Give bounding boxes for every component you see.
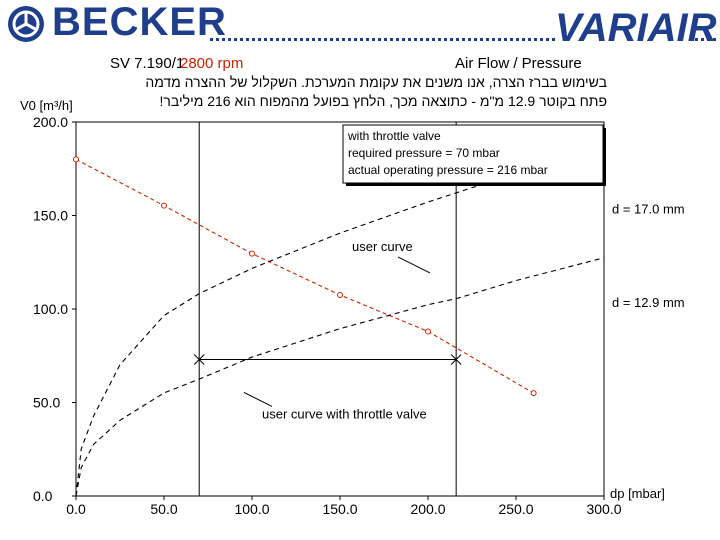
x-tick-label: 250.0 bbox=[498, 501, 533, 517]
annotation-user-curve: user curve bbox=[352, 239, 413, 254]
info-box-line-3: actual operating pressure = 216 mbar bbox=[348, 163, 548, 177]
annotation-throttle-curve: user curve with throttle valve bbox=[262, 406, 427, 421]
brand-left: BECKER bbox=[52, 0, 227, 44]
x-tick-label: 0.0 bbox=[66, 501, 86, 517]
x-tick-label: 200.0 bbox=[410, 501, 445, 517]
info-box bbox=[342, 124, 604, 184]
series-0-line bbox=[75, 158, 534, 394]
y-tick-label: 100.0 bbox=[33, 301, 68, 317]
info-box-shadow bbox=[346, 183, 606, 186]
x-tick-label: 100.0 bbox=[234, 501, 269, 517]
series-0-point bbox=[161, 202, 167, 209]
series-0-point bbox=[530, 390, 537, 397]
y-tick-label: 0.0 bbox=[33, 488, 53, 504]
annotation-user-curve-pointer bbox=[397, 256, 431, 274]
info-box-line-1: with throttle valve bbox=[347, 129, 441, 143]
intersection-marker bbox=[450, 354, 462, 365]
brand-right: VARIAIR bbox=[555, 6, 717, 50]
hebrew-line-2: פתח בקוטר 12.9 מ"מ - כתוצאה מכך, הלחץ בפ… bbox=[159, 93, 607, 109]
y-tick-label: 150.0 bbox=[33, 208, 68, 224]
annotation-d-17: d = 17.0 mm bbox=[612, 202, 685, 217]
x-tick-label: 300.0 bbox=[586, 501, 621, 517]
dotted-divider bbox=[210, 38, 555, 41]
dotted-divider-right bbox=[690, 38, 716, 41]
y-tick-label: 200.0 bbox=[33, 114, 68, 130]
y-axis-label: V0 [m³/h] bbox=[20, 98, 73, 113]
series-1-line bbox=[75, 147, 605, 497]
x-tick-label: 50.0 bbox=[150, 501, 177, 517]
x-axis-label: dp [mbar] bbox=[610, 486, 665, 501]
becker-logo-icon bbox=[8, 6, 44, 42]
header: BECKER VARIAIR bbox=[0, 0, 720, 52]
series-0-point bbox=[425, 328, 431, 335]
annotation-throttle-curve-pointer bbox=[243, 392, 273, 407]
series-2-line bbox=[75, 257, 605, 497]
chart-type-title: Air Flow / Pressure bbox=[455, 55, 582, 72]
hebrew-line-1: בשימוש בברז הצרה, אנו משנים את עקומת המע… bbox=[145, 74, 607, 90]
info-box-shadow bbox=[603, 128, 606, 186]
series-0-point bbox=[249, 250, 255, 257]
model-label: SV 7.190/1 bbox=[110, 55, 185, 72]
info-box-line-2: required pressure = 70 mbar bbox=[348, 146, 500, 160]
series-0-point bbox=[73, 156, 79, 163]
intersection-marker bbox=[193, 354, 205, 365]
annotation-d-12-9: d = 12.9 mm bbox=[612, 295, 685, 310]
x-tick-label: 150.0 bbox=[322, 501, 357, 517]
rpm-label: 2800 rpm bbox=[180, 55, 244, 72]
series-0-point bbox=[337, 291, 343, 298]
y-tick-label: 50.0 bbox=[33, 395, 60, 411]
